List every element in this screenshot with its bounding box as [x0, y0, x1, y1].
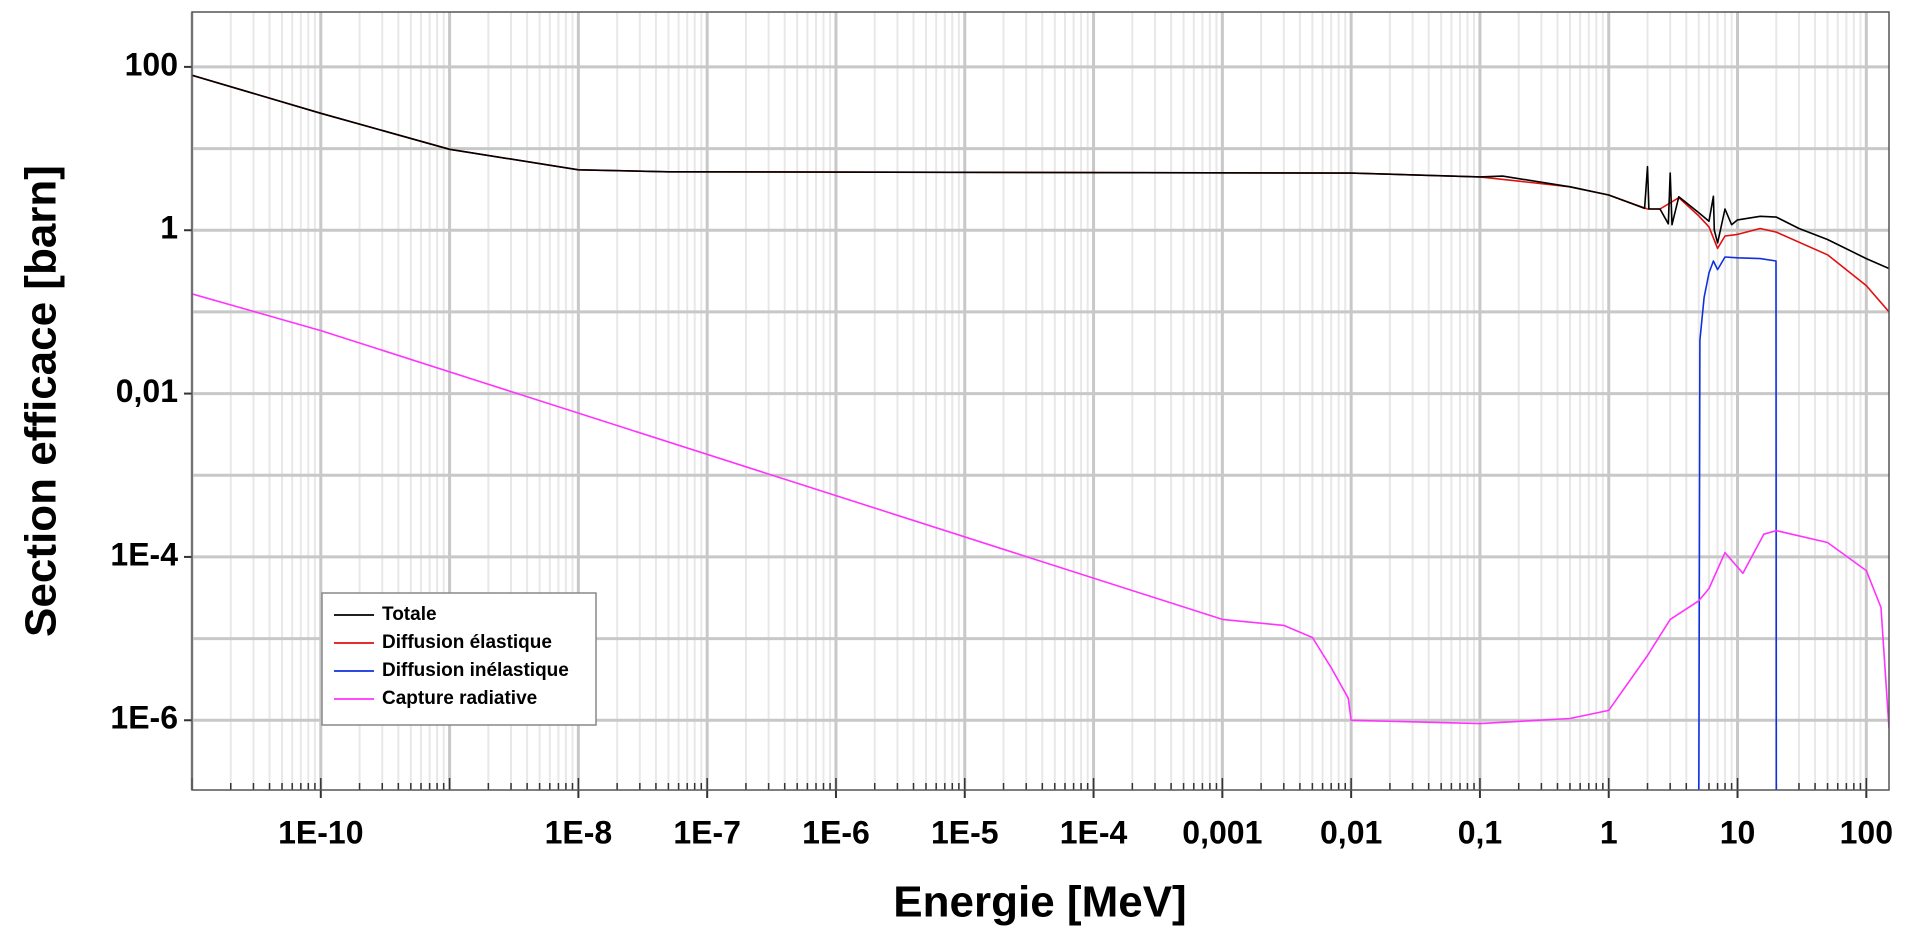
x-tick-label: 0,001: [1182, 814, 1262, 850]
x-tick-label: 1E-4: [1060, 814, 1128, 850]
x-tick-label: 1E-5: [931, 814, 999, 850]
x-tick-label: 10: [1720, 814, 1756, 850]
x-tick-label: 1E-6: [802, 814, 870, 850]
x-tick-label: 0,01: [1320, 814, 1382, 850]
y-tick-label: 1E-4: [110, 536, 178, 572]
y-axis-label: Section efficace [barn]: [17, 165, 66, 637]
y-tick-label: 100: [125, 46, 178, 82]
y-tick-label: 1E-6: [110, 700, 178, 736]
legend-label: Totale: [382, 604, 437, 625]
x-axis-label: Energie [MeV]: [893, 878, 1186, 927]
x-tick-label: 1E-10: [278, 814, 363, 850]
y-tick-label: 0,01: [116, 373, 178, 409]
x-tick-label: 0,1: [1458, 814, 1502, 850]
x-tick-label: 1E-8: [545, 814, 613, 850]
series-line: [192, 74, 1889, 270]
legend-label: Capture radiative: [382, 688, 537, 709]
series-line: [192, 74, 1889, 313]
series-line: [192, 293, 1889, 729]
x-tick-label: 1: [1600, 814, 1618, 850]
y-tick-label: 1: [160, 210, 178, 246]
legend-label: Diffusion élastique: [382, 632, 552, 653]
plot-area: [192, 74, 1889, 790]
x-tick-label: 100: [1840, 814, 1893, 850]
plot-frame: [191, 11, 1890, 791]
series-line: [1698, 256, 1778, 790]
x-tick-label: 1E-7: [673, 814, 741, 850]
legend-label: Diffusion inélastique: [382, 660, 569, 681]
